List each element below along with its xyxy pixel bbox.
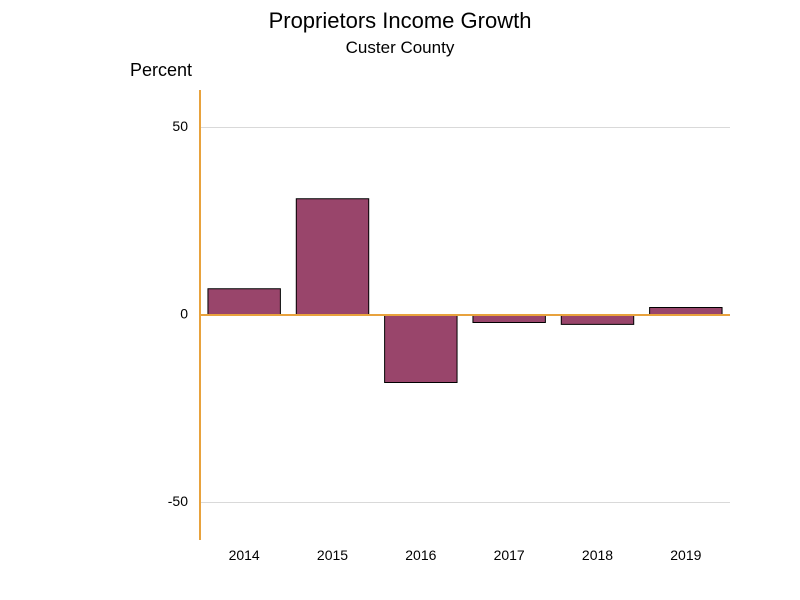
bar	[473, 315, 545, 323]
x-tick-label: 2014	[229, 547, 260, 563]
x-tick-label: 2016	[405, 547, 436, 563]
x-tick-label: 2018	[582, 547, 613, 563]
chart-svg: -50 0 50 2014 2015 2016 2017 2018 2019	[0, 0, 800, 600]
bar	[385, 315, 457, 383]
bar	[561, 315, 633, 324]
bar	[650, 308, 722, 316]
y-tick-label: 0	[180, 306, 188, 322]
bar	[296, 199, 368, 315]
x-tick-label: 2017	[494, 547, 525, 563]
bar	[208, 289, 280, 315]
x-tick-label: 2019	[670, 547, 701, 563]
chart-container: Proprietors Income Growth Custer County …	[0, 0, 800, 600]
y-tick-label: -50	[168, 493, 188, 509]
x-tick-label: 2015	[317, 547, 348, 563]
y-tick-label: 50	[172, 118, 188, 134]
